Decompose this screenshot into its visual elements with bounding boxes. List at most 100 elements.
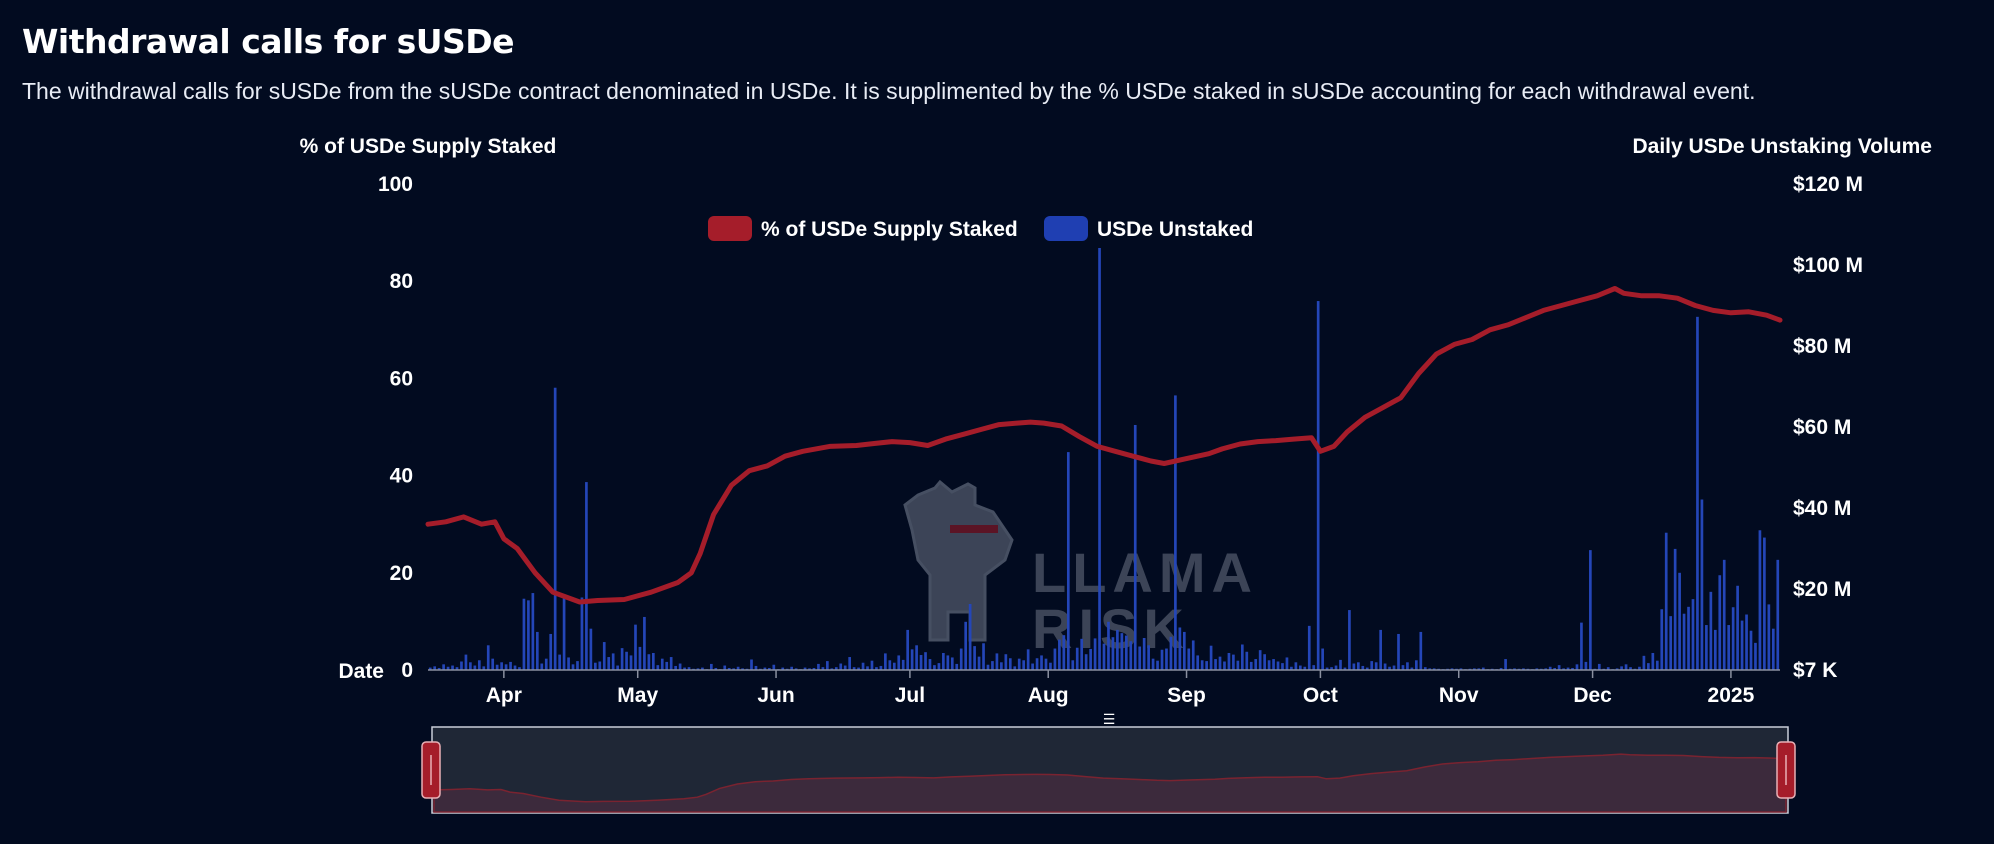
legend-item-supply-staked[interactable]: % of USDe Supply Staked: [708, 216, 1018, 241]
bar[interactable]: [1481, 667, 1485, 670]
bar[interactable]: [821, 667, 825, 670]
bar[interactable]: [1281, 663, 1284, 670]
bar[interactable]: [1080, 638, 1084, 670]
bar[interactable]: [924, 652, 927, 670]
bar[interactable]: [1776, 559, 1780, 670]
bar[interactable]: [897, 655, 901, 670]
bar[interactable]: [1736, 585, 1739, 670]
bar[interactable]: [696, 668, 700, 670]
bar[interactable]: [991, 661, 994, 670]
bar[interactable]: [1294, 662, 1298, 670]
bar[interactable]: [817, 663, 820, 670]
bar[interactable]: [750, 659, 753, 670]
bar[interactable]: [1638, 666, 1641, 670]
bar[interactable]: [955, 663, 959, 670]
bar[interactable]: [1419, 631, 1423, 670]
bar[interactable]: [1343, 667, 1347, 670]
bar[interactable]: [1513, 668, 1516, 670]
bar[interactable]: [1763, 537, 1766, 670]
bar[interactable]: [701, 667, 704, 670]
bar[interactable]: [442, 664, 445, 670]
bar[interactable]: [571, 664, 575, 670]
bar[interactable]: [634, 624, 637, 670]
bar[interactable]: [437, 667, 441, 670]
bar[interactable]: [562, 594, 566, 670]
bar[interactable]: [1111, 637, 1115, 670]
bar[interactable]: [1740, 620, 1744, 670]
bar[interactable]: [1013, 666, 1017, 670]
bar[interactable]: [1415, 660, 1418, 670]
bar[interactable]: [531, 593, 535, 670]
bar[interactable]: [1357, 662, 1360, 670]
bar[interactable]: [1620, 666, 1623, 670]
bar[interactable]: [710, 663, 713, 670]
bar[interactable]: [1142, 638, 1146, 670]
bar[interactable]: [937, 663, 941, 670]
bar[interactable]: [1544, 668, 1548, 670]
bar[interactable]: [942, 652, 945, 670]
bar[interactable]: [1017, 658, 1021, 670]
bar[interactable]: [1361, 665, 1365, 670]
bar[interactable]: [1673, 548, 1677, 670]
bar[interactable]: [1682, 613, 1686, 670]
bar[interactable]: [1696, 316, 1699, 670]
bar[interactable]: [491, 658, 495, 670]
bar[interactable]: [518, 667, 521, 670]
bar[interactable]: [1312, 665, 1316, 670]
bar[interactable]: [1102, 643, 1106, 670]
bar[interactable]: [1548, 666, 1552, 670]
bar[interactable]: [1316, 301, 1320, 670]
bar[interactable]: [1566, 667, 1570, 670]
bar[interactable]: [1754, 642, 1757, 670]
bar[interactable]: [1209, 645, 1213, 670]
bar[interactable]: [919, 655, 923, 670]
bar[interactable]: [674, 665, 677, 670]
bar[interactable]: [1066, 452, 1070, 670]
bar[interactable]: [848, 657, 851, 670]
bar[interactable]: [732, 668, 735, 670]
bar[interactable]: [727, 667, 731, 670]
bar[interactable]: [1334, 665, 1338, 670]
bar[interactable]: [535, 631, 539, 670]
bar[interactable]: [660, 658, 664, 670]
bar[interactable]: [826, 661, 829, 670]
bar[interactable]: [607, 657, 611, 670]
bar[interactable]: [1624, 664, 1628, 670]
bar[interactable]: [549, 633, 553, 670]
bar[interactable]: [888, 660, 892, 670]
bar[interactable]: [1191, 640, 1195, 670]
bar[interactable]: [1365, 667, 1369, 670]
bar[interactable]: [1459, 668, 1463, 670]
bar[interactable]: [1075, 647, 1079, 670]
bar[interactable]: [1325, 667, 1329, 670]
bar[interactable]: [638, 646, 642, 670]
bar[interactable]: [1687, 606, 1690, 670]
bar[interactable]: [1584, 661, 1588, 670]
bar[interactable]: [1303, 666, 1307, 670]
bar[interactable]: [527, 600, 530, 670]
bar[interactable]: [1423, 667, 1427, 670]
bar[interactable]: [1392, 665, 1396, 670]
bar[interactable]: [482, 666, 486, 670]
bar[interactable]: [1263, 654, 1266, 670]
bar[interactable]: [1477, 668, 1481, 670]
bar[interactable]: [1589, 550, 1592, 670]
bar[interactable]: [1660, 609, 1664, 670]
bar[interactable]: [946, 655, 950, 670]
bar[interactable]: [1089, 648, 1092, 670]
bar[interactable]: [1084, 654, 1088, 670]
bar[interactable]: [772, 664, 776, 670]
bar[interactable]: [1049, 662, 1052, 670]
bar[interactable]: [1307, 625, 1311, 670]
bar[interactable]: [486, 645, 490, 670]
bar[interactable]: [1571, 667, 1574, 670]
bar[interactable]: [1035, 658, 1039, 670]
bar[interactable]: [1553, 667, 1557, 670]
bar[interactable]: [1651, 652, 1655, 670]
bar[interactable]: [455, 667, 459, 670]
bar[interactable]: [1008, 658, 1012, 670]
bar[interactable]: [1575, 664, 1579, 670]
bar[interactable]: [1758, 530, 1762, 670]
bar[interactable]: [950, 657, 954, 670]
